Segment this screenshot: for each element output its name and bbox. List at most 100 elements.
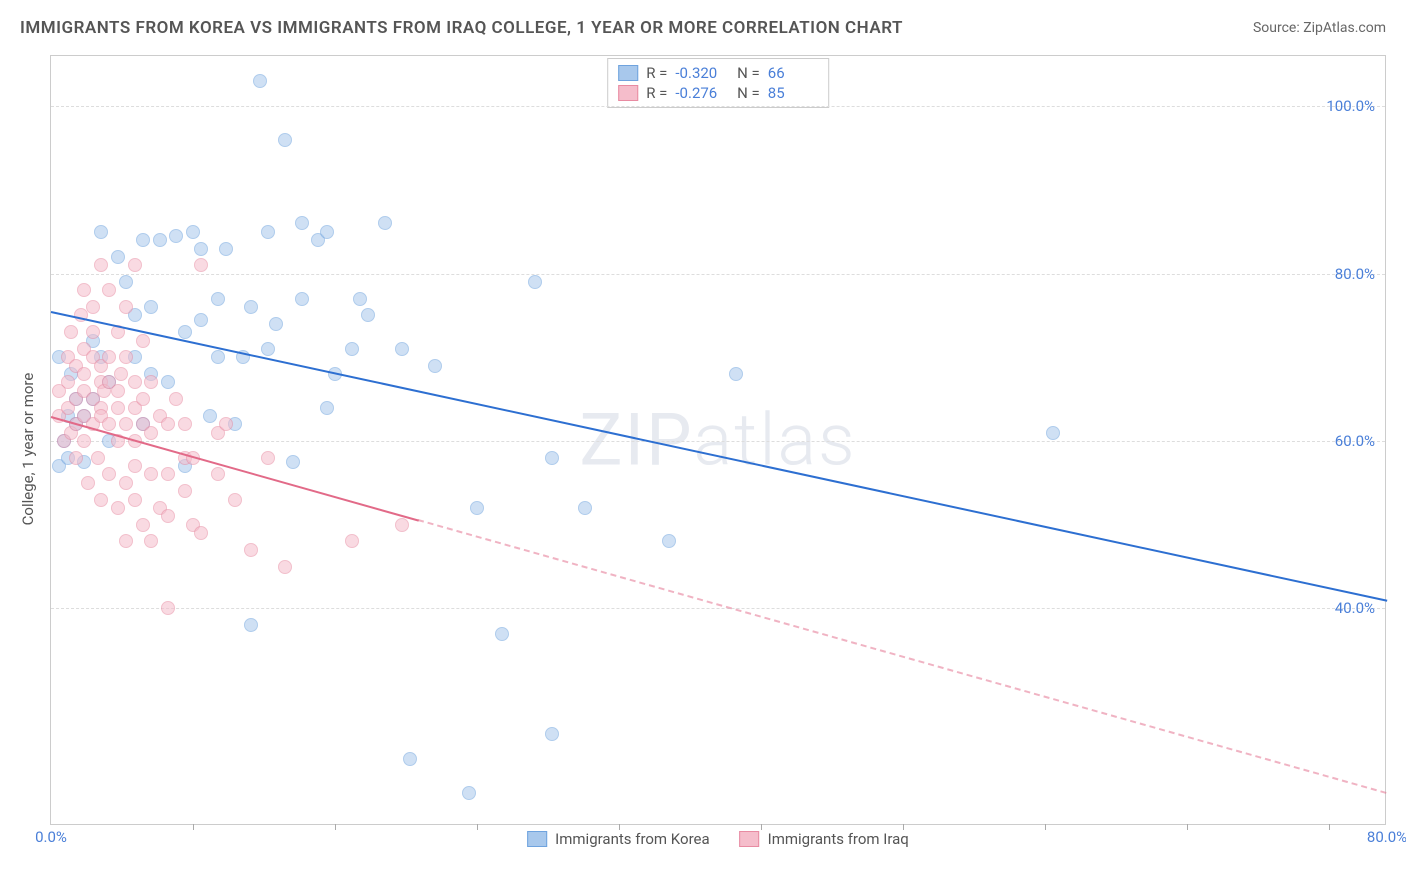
data-point — [545, 727, 559, 741]
data-point — [219, 242, 233, 256]
data-point — [395, 342, 409, 356]
data-point — [194, 242, 208, 256]
data-point — [203, 409, 217, 423]
data-point — [128, 375, 142, 389]
data-point — [244, 300, 258, 314]
data-point — [128, 493, 142, 507]
data-point — [161, 375, 175, 389]
data-point — [320, 225, 334, 239]
data-point — [228, 493, 242, 507]
data-point — [102, 350, 116, 364]
data-point — [353, 292, 367, 306]
data-point — [361, 308, 375, 322]
data-point — [144, 534, 158, 548]
data-point — [61, 375, 75, 389]
r-label: R = — [646, 84, 667, 102]
data-point — [470, 501, 484, 515]
data-point — [194, 258, 208, 272]
data-point — [528, 275, 542, 289]
data-point — [111, 384, 125, 398]
r-value: -0.276 — [675, 84, 725, 102]
data-point — [144, 467, 158, 481]
data-point — [119, 534, 133, 548]
data-point — [128, 459, 142, 473]
data-point — [136, 392, 150, 406]
data-point — [403, 752, 417, 766]
data-point — [111, 501, 125, 515]
legend-swatch — [618, 85, 638, 101]
data-point — [144, 426, 158, 440]
data-point — [545, 451, 559, 465]
r-value: -0.320 — [675, 64, 725, 82]
data-point — [136, 233, 150, 247]
data-point — [114, 367, 128, 381]
data-point — [128, 258, 142, 272]
data-point — [111, 401, 125, 415]
data-point — [178, 417, 192, 431]
data-point — [729, 367, 743, 381]
data-point — [81, 476, 95, 490]
data-point — [194, 313, 208, 327]
data-point — [91, 451, 105, 465]
data-point — [211, 350, 225, 364]
n-value: 66 — [768, 64, 818, 82]
data-point — [119, 476, 133, 490]
data-point — [462, 786, 476, 800]
data-point — [320, 401, 334, 415]
y-tick-label: 60.0% — [1335, 432, 1375, 450]
x-tick-mark — [1045, 824, 1046, 830]
x-tick-mark — [193, 824, 194, 830]
data-point — [94, 493, 108, 507]
legend-swatch — [527, 831, 547, 847]
data-point — [278, 560, 292, 574]
data-point — [77, 434, 91, 448]
data-point — [211, 467, 225, 481]
data-point — [278, 133, 292, 147]
data-point — [578, 501, 592, 515]
y-tick-label: 40.0% — [1335, 599, 1375, 617]
data-point — [244, 543, 258, 557]
data-point — [286, 455, 300, 469]
r-label: R = — [646, 64, 667, 82]
legend-label: Immigrants from Iraq — [768, 830, 909, 848]
data-point — [119, 417, 133, 431]
data-point — [345, 342, 359, 356]
data-point — [211, 292, 225, 306]
data-point — [161, 509, 175, 523]
data-point — [1046, 426, 1060, 440]
data-point — [102, 467, 116, 481]
legend-stats: R = -0.320 N = 66R = -0.276 N = 85 — [607, 58, 829, 108]
watermark: ZIPatlas — [579, 398, 856, 483]
data-point — [161, 417, 175, 431]
data-point — [94, 225, 108, 239]
data-point — [102, 417, 116, 431]
plot-area: ZIPatlas R = -0.320 N = 66R = -0.276 N =… — [50, 55, 1386, 825]
data-point — [77, 283, 91, 297]
data-point — [244, 618, 258, 632]
data-point — [194, 526, 208, 540]
data-point — [345, 534, 359, 548]
data-point — [102, 283, 116, 297]
data-point — [295, 216, 309, 230]
data-point — [77, 367, 91, 381]
data-point — [64, 325, 78, 339]
data-point — [261, 225, 275, 239]
data-point — [378, 216, 392, 230]
legend-series: Immigrants from KoreaImmigrants from Ira… — [527, 830, 909, 848]
gridline — [51, 441, 1385, 442]
data-point — [178, 325, 192, 339]
gridline — [51, 106, 1385, 107]
data-point — [86, 325, 100, 339]
legend-stat-row: R = -0.276 N = 85 — [618, 83, 818, 103]
data-point — [495, 627, 509, 641]
data-point — [161, 601, 175, 615]
n-label: N = — [733, 84, 759, 102]
legend-swatch — [618, 65, 638, 81]
data-point — [86, 300, 100, 314]
y-tick-label: 100.0% — [1326, 97, 1375, 115]
data-point — [261, 451, 275, 465]
gridline — [51, 608, 1385, 609]
data-point — [178, 484, 192, 498]
x-tick-mark — [1329, 824, 1330, 830]
n-label: N = — [733, 64, 759, 82]
